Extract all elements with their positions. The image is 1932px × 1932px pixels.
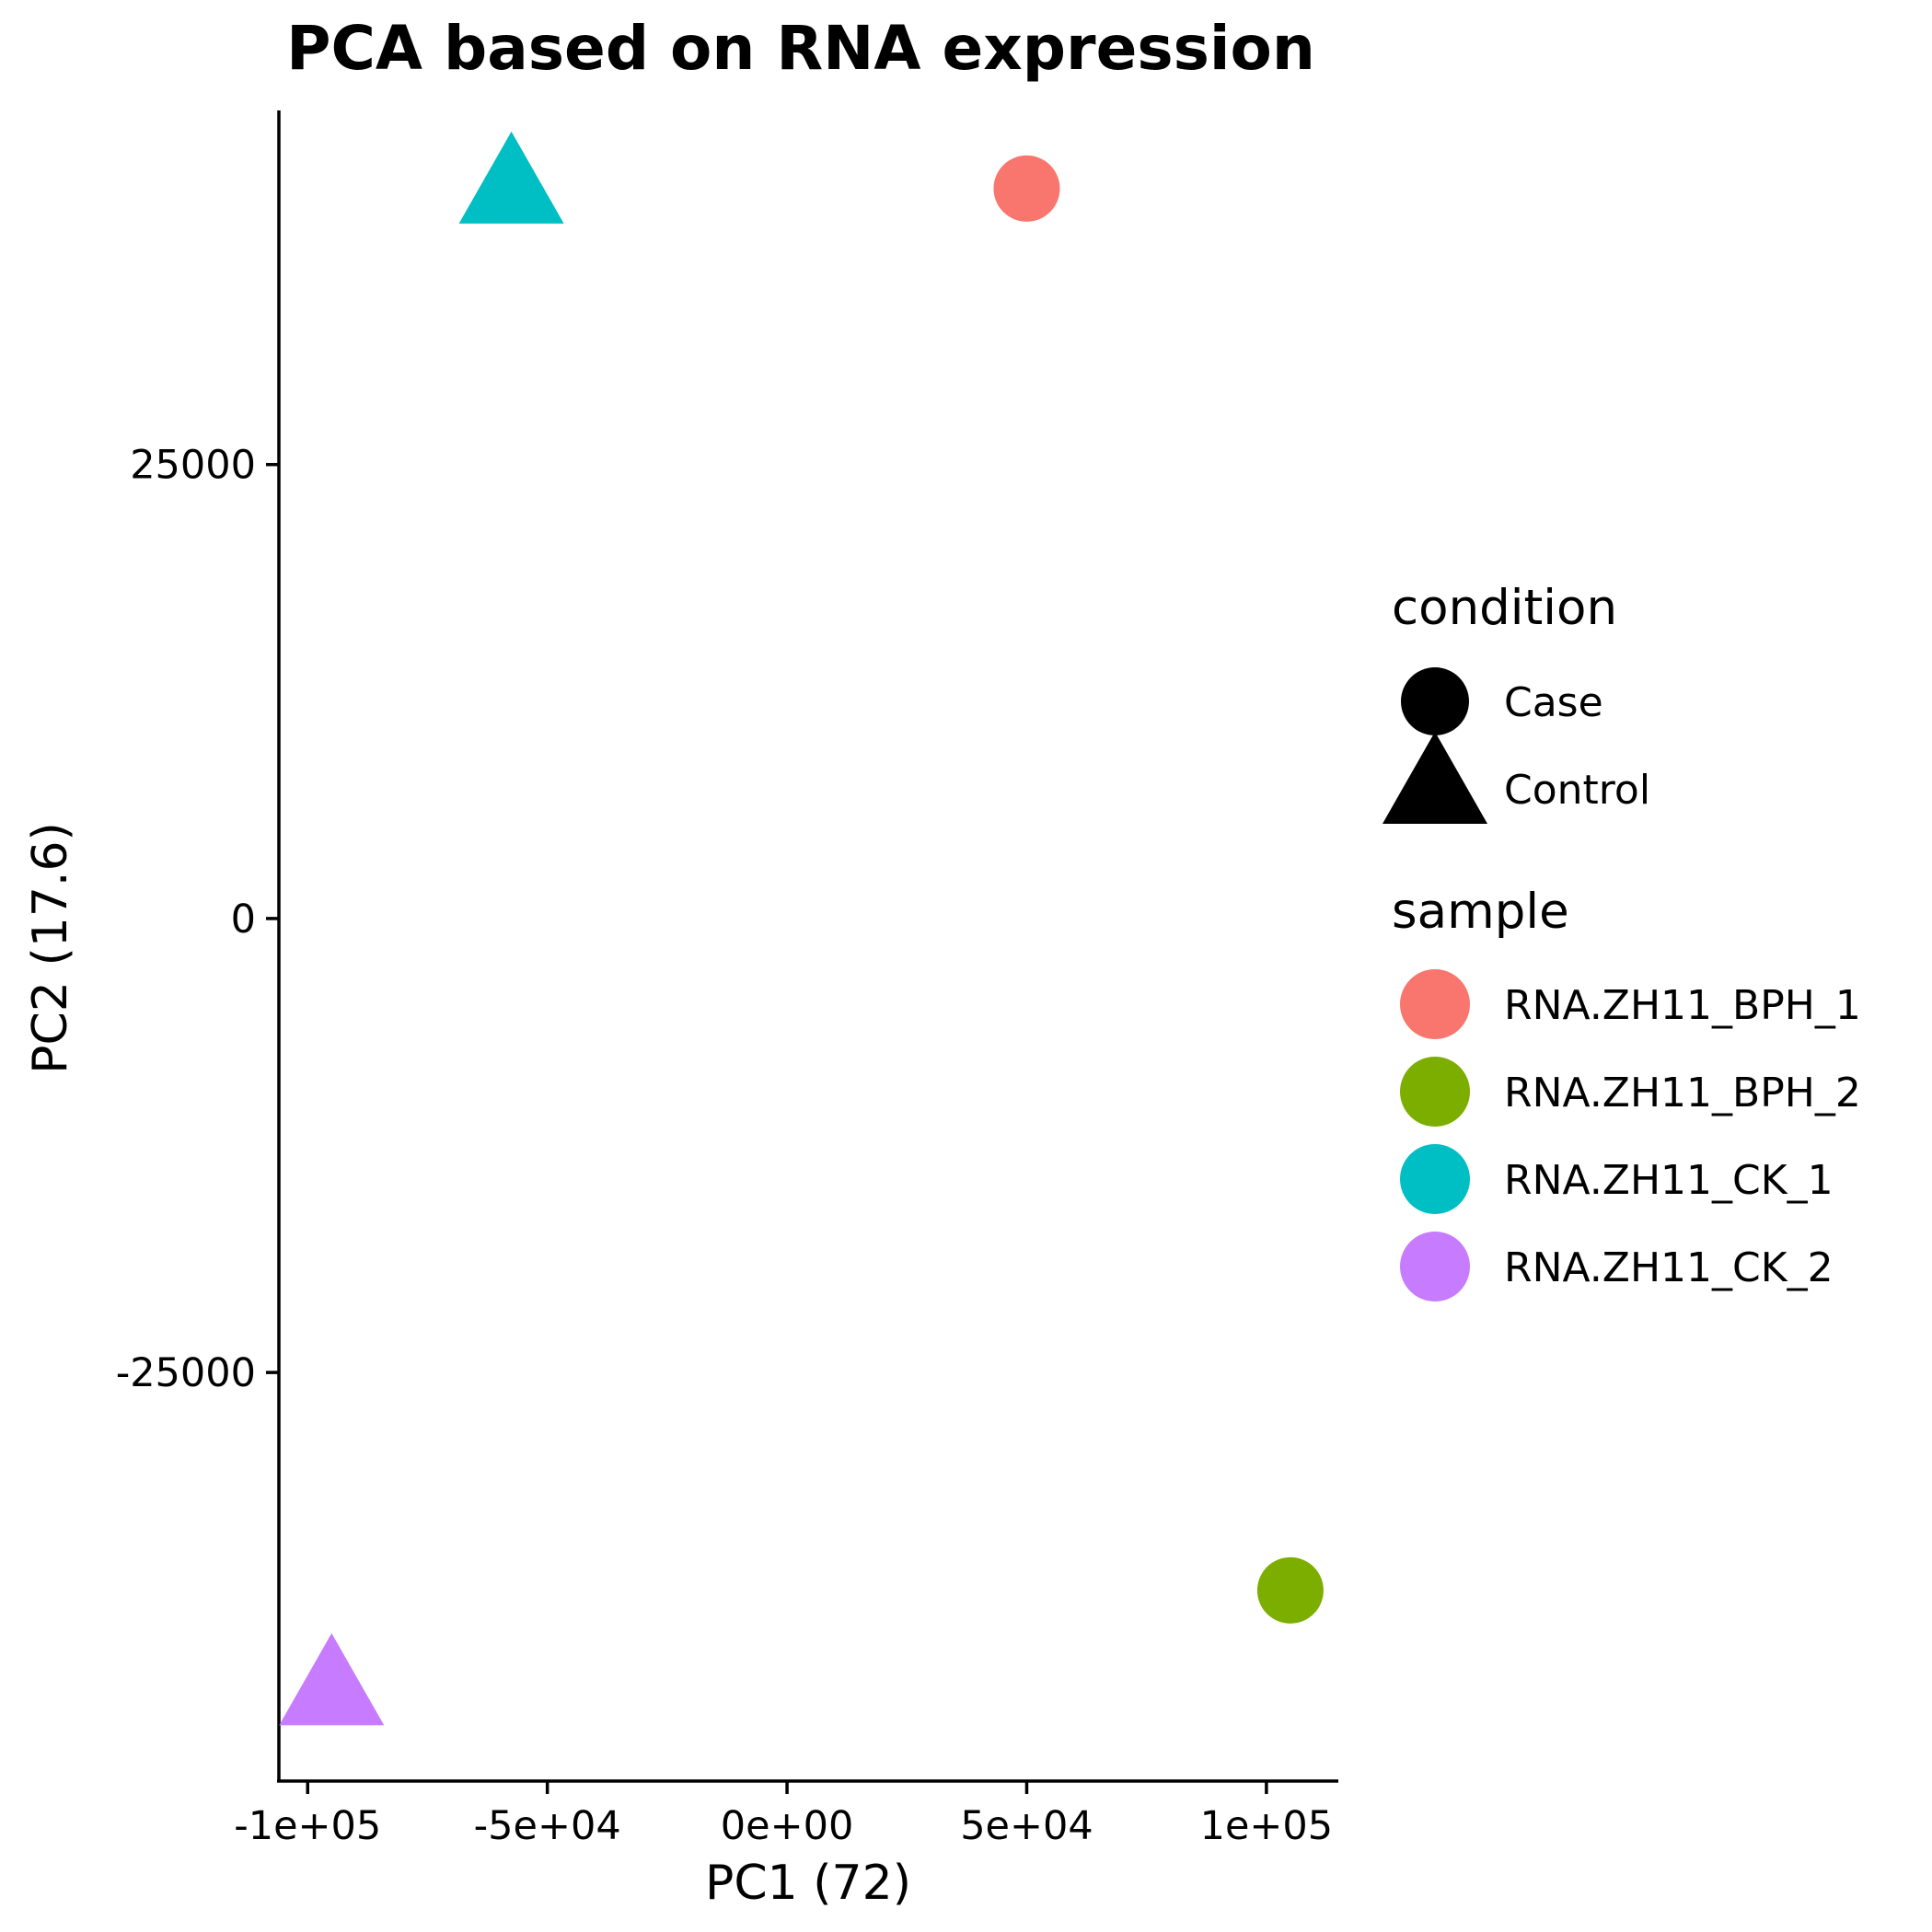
plot-panel: -1e+05 -5e+04 0e+00 5e+04 1e+05 25000 0 -25000 [116,110,1338,1849]
legend-key-circle [1400,1057,1470,1127]
y-axis-title: PC2 (17.6) [23,822,78,1074]
legend-key-circle [1400,1232,1470,1301]
x-tick-label: -1e+05 [234,1803,381,1849]
legend-sample-label: RNA.ZH11_BPH_1 [1504,982,1861,1029]
legend-sample-title: sample [1392,884,1569,940]
data-point-triangle [279,1633,385,1726]
legend-condition-label: Control [1504,767,1650,814]
legend-condition-items: Case Control [1382,667,1650,824]
legend-sample-label: RNA.ZH11_BPH_2 [1504,1070,1861,1116]
data-points [279,131,1324,1726]
y-tick-label: -25000 [116,1350,256,1396]
legend-key-circle [1400,969,1470,1039]
legend-key-triangle [1382,732,1487,824]
legend-sample-items: RNA.ZH11_BPH_1 RNA.ZH11_BPH_2 RNA.ZH11_CK_… [1400,969,1861,1301]
data-point-circle [1256,1556,1324,1624]
data-point-triangle [458,131,564,224]
legend-condition-label: Case [1504,679,1603,726]
legend-key-circle [1401,667,1469,735]
chart-title: PCA based on RNA expression [286,13,1315,84]
y-axis-ticks: 25000 0 -25000 [116,443,279,1396]
x-tick-label: -5e+04 [474,1803,621,1849]
data-point-circle [993,155,1060,222]
x-tick-label: 5e+04 [960,1803,1093,1849]
legend-sample-label: RNA.ZH11_CK_1 [1504,1157,1834,1204]
y-tick-label: 25000 [130,443,256,489]
x-tick-label: 1e+05 [1200,1803,1334,1849]
legend-condition-title: condition [1392,580,1617,636]
legend-sample-label: RNA.ZH11_CK_2 [1504,1244,1834,1291]
x-axis-ticks: -1e+05 -5e+04 0e+00 5e+04 1e+05 [234,1781,1333,1849]
legend: condition Case Control sample RNA.ZH11_BP… [1382,580,1861,1301]
y-tick-label: 0 [231,897,256,943]
x-axis-title: PC1 (72) [705,1856,911,1911]
x-tick-label: 0e+00 [721,1803,854,1849]
legend-key-circle [1400,1144,1470,1214]
